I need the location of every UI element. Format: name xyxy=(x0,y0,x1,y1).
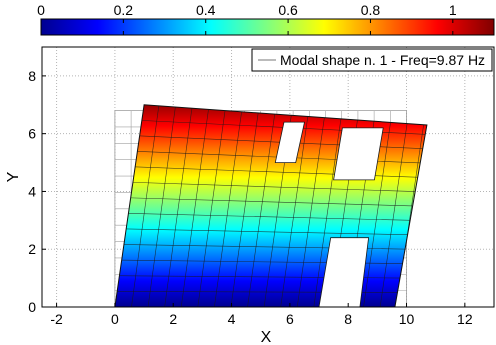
top-window-left xyxy=(274,121,305,164)
x-axis-label: X xyxy=(261,329,272,345)
colorbar-tick-label: 1 xyxy=(449,2,457,18)
y-axis-label: Y xyxy=(5,171,22,182)
x-tick-label: 0 xyxy=(111,311,119,327)
top-window-right xyxy=(333,127,384,181)
x-axis-ticks: -2 0 2 4 6 8 10 12 xyxy=(50,303,473,327)
deformed-mesh-line xyxy=(114,196,427,208)
deformed-mesh-line xyxy=(114,180,427,194)
deformed-shape xyxy=(114,104,428,307)
deformed-mesh-line xyxy=(379,104,411,307)
deformed-mesh-line xyxy=(114,227,427,237)
deformed-mesh-line xyxy=(114,148,427,166)
x-tick-label: 2 xyxy=(169,311,177,327)
deformed-mesh-line xyxy=(247,104,277,307)
deformed-mesh-line xyxy=(280,104,311,307)
x-tick-label: -2 xyxy=(50,311,63,327)
deformed-mesh-line xyxy=(147,104,177,307)
colorbar-tick-label: 0 xyxy=(37,2,45,18)
deformed-mesh-line xyxy=(197,104,227,307)
deformed-mesh-line xyxy=(114,243,427,251)
deformed-mesh-line xyxy=(313,104,344,307)
deformed-mesh-line xyxy=(164,104,194,307)
deformed-mesh-line xyxy=(180,104,210,307)
colorbar-tick-label: 0.4 xyxy=(196,2,216,18)
lower-opening xyxy=(318,237,370,307)
legend-box xyxy=(251,48,493,72)
legend-label: Modal shape n. 1 - Freq=9.87 Hz xyxy=(280,52,485,68)
legend: Modal shape n. 1 - Freq=9.87 Hz xyxy=(251,48,493,72)
deformed-mesh-line xyxy=(214,104,244,307)
deformed-outline xyxy=(114,104,428,307)
y-tick-label: 0 xyxy=(28,299,36,315)
deformed-mesh-line xyxy=(114,117,427,137)
deformed-mesh-line xyxy=(230,104,261,307)
colorbar xyxy=(40,18,495,36)
colorbar-tick-label: 0.8 xyxy=(361,2,381,18)
deformed-mesh-line xyxy=(131,104,160,307)
y-tick-label: 6 xyxy=(28,126,36,142)
x-tick-label: 8 xyxy=(344,311,352,327)
colorbar-ticks: 0 0.2 0.4 0.6 0.8 1 xyxy=(37,2,457,35)
x-tick-label: 6 xyxy=(286,311,294,327)
y-axis-ticks: 0 2 4 6 8 xyxy=(28,68,46,315)
colorbar-tick-label: 0.6 xyxy=(278,2,298,18)
deformed-mesh-line xyxy=(363,104,394,307)
deformed-mesh-line xyxy=(114,259,427,265)
undeformed-outline xyxy=(114,110,407,307)
x-tick-label: 10 xyxy=(399,311,415,327)
deformed-mesh-line xyxy=(114,164,427,180)
x-tick-label: 12 xyxy=(457,311,473,327)
y-tick-label: 2 xyxy=(28,241,36,257)
deformed-mesh-line xyxy=(296,104,327,307)
colorbar-tick-label: 0.2 xyxy=(114,2,134,18)
y-tick-label: 4 xyxy=(28,183,36,199)
axes-box xyxy=(41,46,495,308)
y-tick-label: 8 xyxy=(28,68,36,84)
deformed-mesh-line xyxy=(114,133,427,151)
x-tick-label: 4 xyxy=(228,311,236,327)
deformed-mesh-line xyxy=(114,212,427,222)
